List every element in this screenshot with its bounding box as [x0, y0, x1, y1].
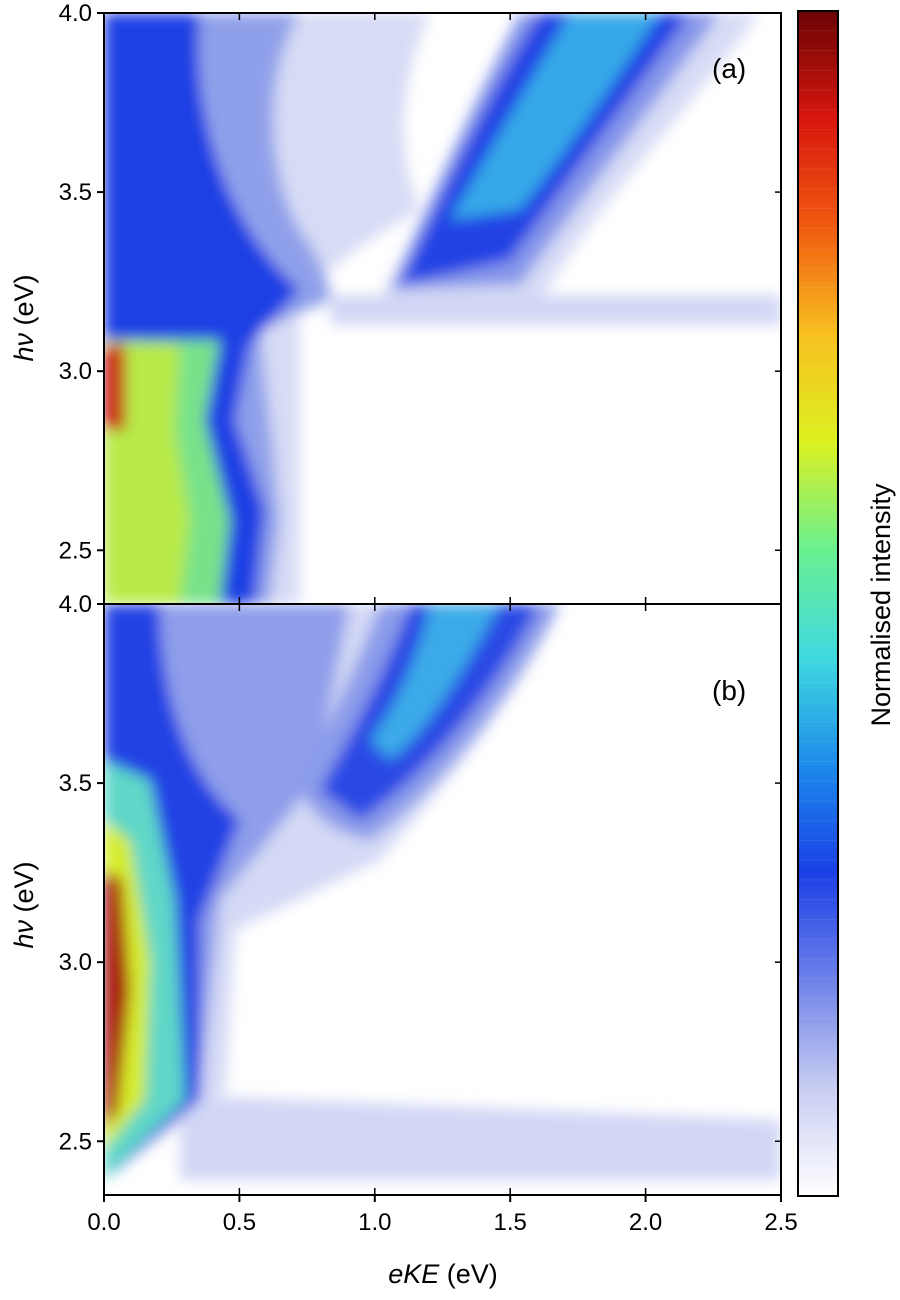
panel-b-frame — [103, 603, 782, 1196]
panel-a-ytick-label: 4.0 — [59, 0, 92, 27]
panel-b-ytick-label: 3.5 — [59, 770, 92, 797]
colorbar-label: Normalised intensity — [866, 483, 896, 727]
xtick-label: 2.0 — [629, 1209, 662, 1236]
panel-a-heatmap — [104, 13, 781, 604]
xtick-label: 0.5 — [223, 1209, 256, 1236]
panel-a-ytick-label: 3.0 — [59, 358, 92, 385]
panel-b-ytick-label: 4.0 — [59, 591, 92, 618]
colorbar-fill — [798, 11, 838, 1196]
panel-b-label: (b) — [712, 675, 746, 706]
panel-b-ytick-label: 2.5 — [59, 1128, 92, 1155]
panel-a-ytick-label: 2.5 — [59, 537, 92, 564]
panel-b-xlabel: eKE (eV) — [388, 1259, 498, 1289]
colorbar: Normalised intensity — [797, 10, 896, 1197]
xtick-label: 1.0 — [358, 1209, 391, 1236]
xtick-label: 2.5 — [764, 1209, 797, 1236]
panel-a-label: (a) — [712, 53, 746, 84]
panel-b-ylabel: hν (eV) — [9, 861, 39, 948]
panel-a-ylabel: hν (eV) — [9, 274, 39, 361]
panel-b-heatmap — [104, 604, 781, 1195]
xtick-label: 1.5 — [494, 1209, 527, 1236]
panel-b-ytick-label: 3.0 — [59, 949, 92, 976]
panel-a-ytick-label: 3.5 — [59, 179, 92, 206]
xtick-label: 0.0 — [87, 1209, 120, 1236]
